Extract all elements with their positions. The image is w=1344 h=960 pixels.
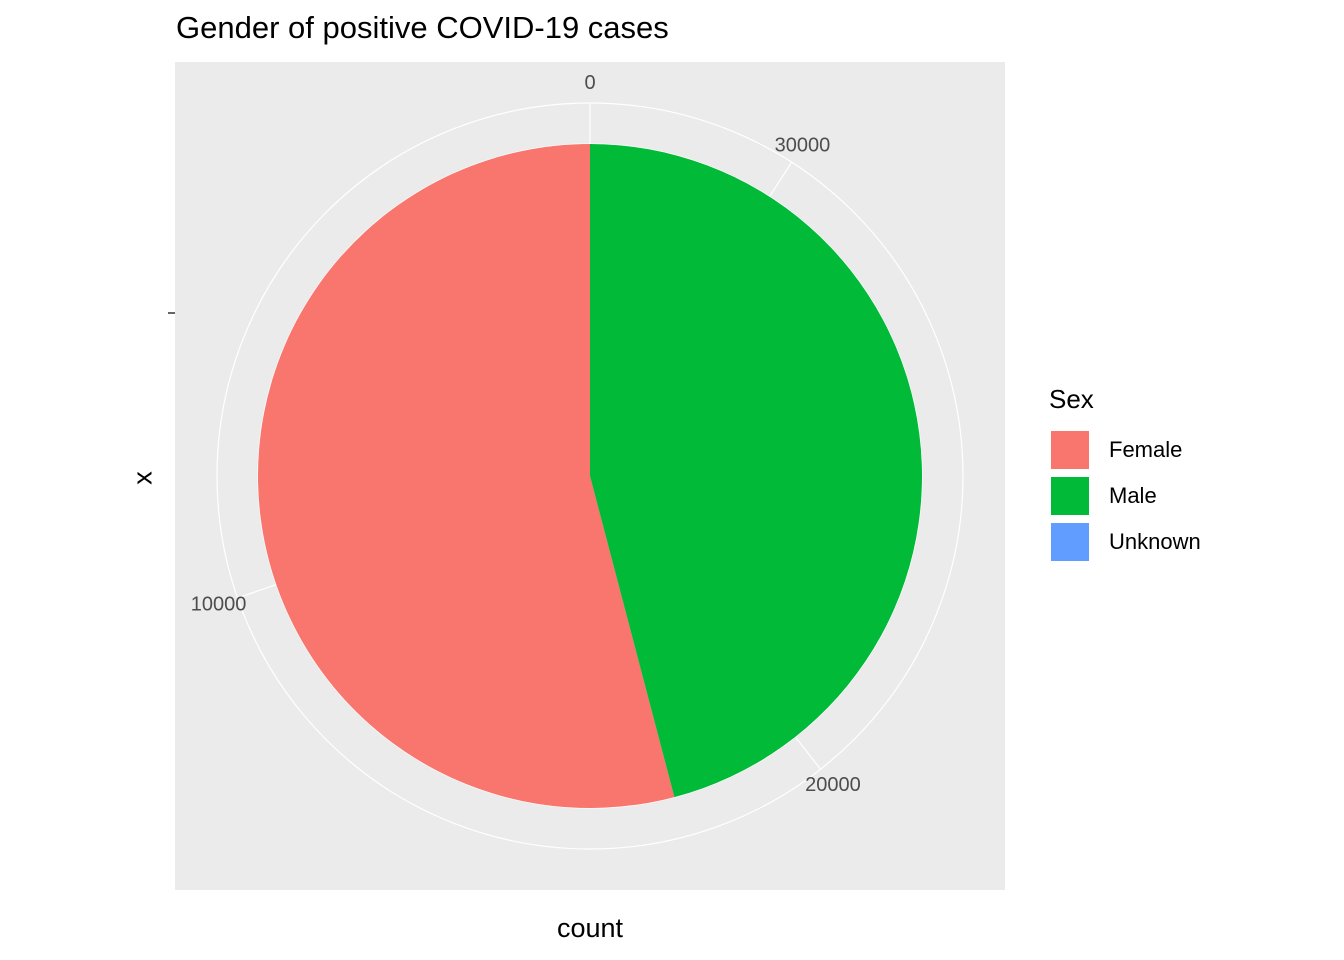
- legend-item-male: Male: [1049, 473, 1201, 519]
- legend-label-male: Male: [1109, 483, 1157, 508]
- legend-item-female: Female: [1049, 427, 1201, 473]
- legend-label-unknown: Unknown: [1109, 529, 1201, 554]
- x-axis-label: count: [556, 913, 624, 943]
- pie-slice-female: [258, 144, 675, 809]
- theta-tick-label-0: 0: [584, 72, 595, 94]
- legend-swatch-female: [1049, 429, 1091, 471]
- legend: Sex Female Male Unknown: [1049, 384, 1201, 565]
- theta-tick-label-3: 30000: [775, 134, 831, 156]
- theta-tick-label-1: 10000: [191, 594, 247, 616]
- theta-tick-label-2: 20000: [805, 774, 861, 796]
- legend-item-unknown: Unknown: [1049, 519, 1201, 565]
- legend-swatch-male: [1049, 475, 1091, 517]
- legend-label-female: Female: [1109, 437, 1183, 462]
- legend-title: Sex: [1049, 384, 1094, 414]
- chart-title: Gender of positive COVID-19 cases: [176, 10, 669, 45]
- pie-slice-male: [590, 144, 922, 798]
- legend-swatch-unknown: [1049, 521, 1091, 563]
- y-axis-label: x: [127, 471, 158, 485]
